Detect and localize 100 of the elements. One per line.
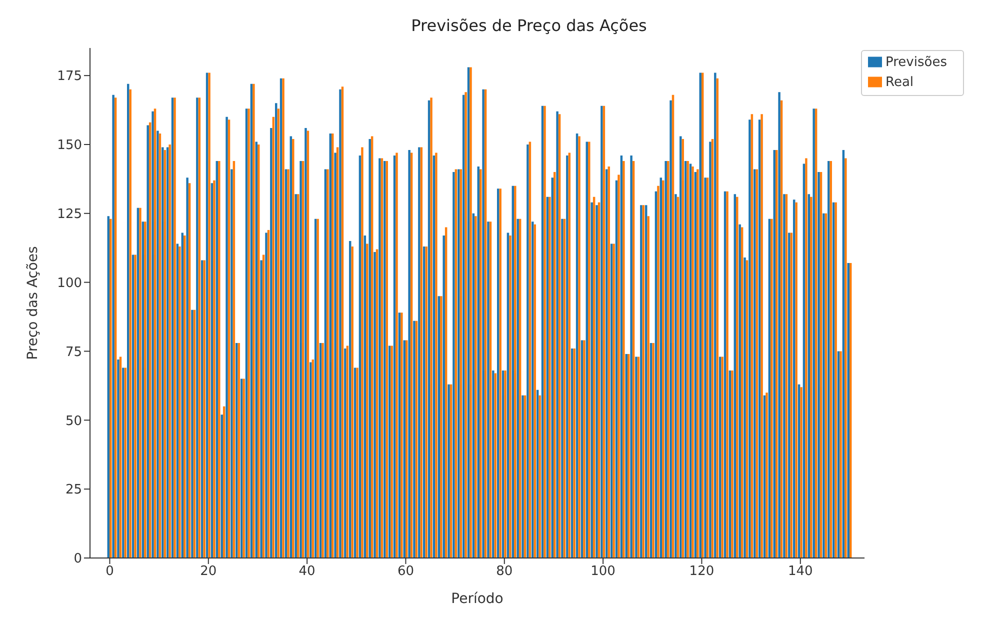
bar [470,67,472,558]
bar [578,136,580,558]
bar [220,414,223,558]
bar [662,180,664,558]
bar [144,222,146,558]
bar [378,158,381,558]
bar [674,194,677,558]
bar [526,144,529,558]
bar [736,196,738,558]
bar [322,342,324,558]
bar [390,346,393,558]
bar [805,158,808,558]
bar [686,161,689,558]
bar [664,161,667,558]
bar [440,296,442,558]
bar [731,370,734,558]
bar [112,94,114,558]
bar [538,395,541,558]
bar [566,156,568,558]
x-tick-label: 60 [397,564,414,580]
bar [652,342,654,558]
bar [612,244,615,558]
bar [418,147,420,558]
bar [448,384,450,558]
bar [316,218,319,558]
bar [630,156,632,558]
bar [783,194,786,558]
bar [618,174,620,558]
bar [435,152,438,558]
bar [162,147,164,558]
bar [606,169,608,558]
y-tick-label: 125 [57,207,82,222]
bar [596,205,598,558]
bar [844,158,847,558]
y-tick-label: 75 [65,344,82,360]
bar [356,368,358,558]
bar [117,360,120,558]
bar [509,235,512,558]
bar [847,263,850,558]
bar [242,378,245,558]
bar [174,98,176,558]
bar [588,142,590,558]
bar [516,218,519,558]
bar [822,213,825,558]
bar [452,172,455,558]
x-tick-label: 140 [788,564,813,580]
bar [326,169,329,558]
bar [795,202,798,558]
bar [680,136,682,558]
x-tick-label: 120 [689,564,714,580]
bar [270,128,272,558]
bar [670,100,672,558]
bar [361,147,364,558]
bar [778,92,780,558]
bar [548,196,551,558]
bar [139,208,142,558]
bar [647,216,650,558]
bar [770,218,773,558]
bar [726,191,728,558]
bar [818,172,820,558]
bar [396,152,398,558]
bar [304,128,307,558]
x-tick-label: 80 [496,564,513,580]
bar [368,138,371,558]
bar [464,92,467,558]
bar [178,246,181,558]
x-tick-label: 100 [590,564,616,580]
bar [366,244,368,558]
bar [487,222,490,558]
y-tick-label: 150 [57,138,82,154]
bar [156,130,159,558]
bar [704,178,706,558]
x-tick-label: 40 [298,564,316,580]
bar [561,218,564,558]
y-tick-label: 0 [74,552,82,567]
bar [721,356,724,558]
bar [622,161,625,558]
bar [709,142,712,558]
bar [788,232,790,558]
x-axis-title: Período [451,591,504,607]
y-axis-title: Preço das Ações [24,246,41,360]
y-tick-label: 25 [65,482,82,498]
legend-label: Previsões [886,55,947,70]
x-tick-label: 0 [106,564,114,580]
bar [208,72,210,558]
bar [186,178,188,558]
bar [482,89,484,558]
bar [583,340,586,558]
chart-title: Previsões de Preço das Ações [410,16,648,35]
bar [226,116,228,558]
y-tick-label: 50 [65,414,82,429]
bar [310,362,312,558]
bar [556,111,558,558]
bar [696,169,699,558]
bar [339,89,342,558]
bar [714,72,716,558]
bar [400,312,403,558]
bar [760,114,763,558]
bar [282,78,284,558]
bar [514,186,516,558]
